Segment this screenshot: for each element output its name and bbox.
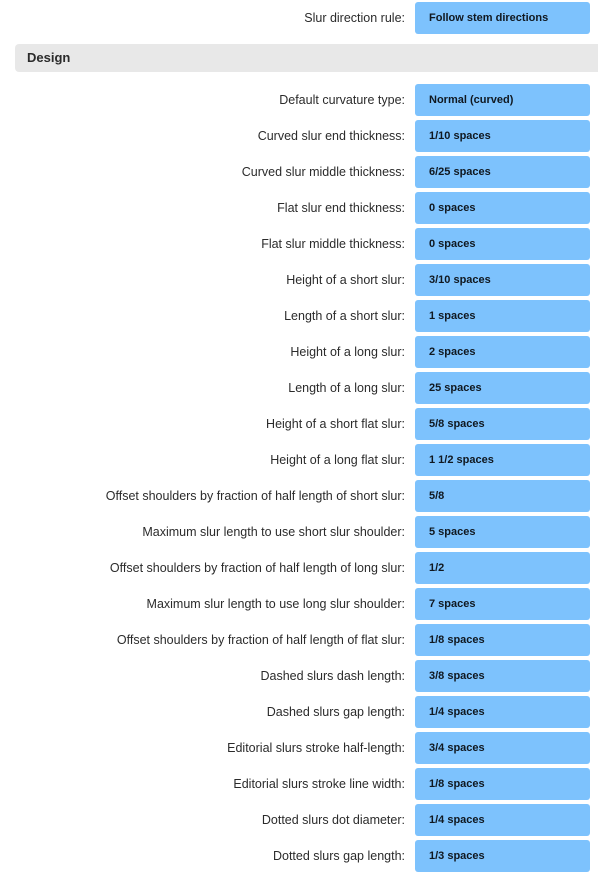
setting-label: Default curvature type: [279,93,405,107]
setting-row: Dotted slurs dot diameter: 1/4 spaces [0,804,598,836]
setting-value-button[interactable]: 1 spaces [415,300,590,332]
setting-label: Height of a long flat slur: [270,453,405,467]
setting-label: Editorial slurs stroke line width: [233,777,405,791]
setting-value-button[interactable]: 25 spaces [415,372,590,404]
setting-row: Dotted slurs gap length: 1/3 spaces [0,840,598,872]
setting-value-button[interactable]: 3/8 spaces [415,660,590,692]
setting-row: Maximum slur length to use long slur sho… [0,588,598,620]
setting-label: Dotted slurs gap length: [272,849,405,863]
section-header-design[interactable]: Design [15,44,598,72]
setting-row: Curved slur middle thickness: 6/25 space… [0,156,598,188]
setting-row: Curved slur end thickness: 1/10 spaces [0,120,598,152]
setting-row: Flat slur end thickness: 0 spaces [0,192,598,224]
setting-value-button[interactable]: 0 spaces [415,228,590,260]
setting-value-button[interactable]: 5 spaces [415,516,590,548]
setting-value-button[interactable]: 1/10 spaces [415,120,590,152]
setting-label: Offset shoulders by fraction of half len… [109,561,405,575]
setting-row: Offset shoulders by fraction of half len… [0,480,598,512]
setting-row: Offset shoulders by fraction of half len… [0,552,598,584]
setting-row: Height of a short flat slur: 5/8 spaces [0,408,598,440]
setting-value-button[interactable]: 1/3 spaces [415,840,590,872]
setting-value-button[interactable]: 0 spaces [415,192,590,224]
setting-value-button[interactable]: 7 spaces [415,588,590,620]
setting-value-button[interactable]: 1/8 spaces [415,624,590,656]
setting-label: Offset shoulders by fraction of half len… [105,489,405,503]
setting-row: Length of a short slur: 1 spaces [0,300,598,332]
setting-value-button[interactable]: 2 spaces [415,336,590,368]
setting-label: Height of a short slur: [286,273,405,287]
setting-label: Flat slur middle thickness: [261,237,405,251]
setting-label: Offset shoulders by fraction of half len… [116,633,405,647]
setting-value-button[interactable]: 1/8 spaces [415,768,590,800]
setting-value-button[interactable]: 1/2 [415,552,590,584]
setting-value-button[interactable]: 3/10 spaces [415,264,590,296]
setting-label: Maximum slur length to use short slur sh… [142,525,405,539]
setting-label: Curved slur middle thickness: [241,165,405,179]
setting-row-slur-direction-rule: Slur direction rule: Follow stem directi… [0,2,598,34]
setting-label: Dashed slurs gap length: [266,705,405,719]
setting-label: Editorial slurs stroke half-length: [227,741,405,755]
setting-row: Editorial slurs stroke half-length: 3/4 … [0,732,598,764]
setting-value-button[interactable]: Normal (curved) [415,84,590,116]
setting-row: Height of a long flat slur: 1 1/2 spaces [0,444,598,476]
setting-label: Curved slur end thickness: [257,129,405,143]
setting-row: Offset shoulders by fraction of half len… [0,624,598,656]
setting-label: Length of a short slur: [284,309,405,323]
setting-row: Dashed slurs dash length: 3/8 spaces [0,660,598,692]
setting-value-button[interactable]: 1/4 spaces [415,804,590,836]
setting-value-button[interactable]: 5/8 spaces [415,408,590,440]
setting-label: Height of a long slur: [290,345,405,359]
setting-label: Dashed slurs dash length: [260,669,405,683]
setting-row: Dashed slurs gap length: 1/4 spaces [0,696,598,728]
slur-direction-rule-button[interactable]: Follow stem directions [415,2,590,34]
setting-row: Default curvature type: Normal (curved) [0,84,598,116]
setting-row: Height of a short slur: 3/10 spaces [0,264,598,296]
setting-label: Flat slur end thickness: [277,201,405,215]
setting-value-button[interactable]: 1 1/2 spaces [415,444,590,476]
setting-value-button[interactable]: 6/25 spaces [415,156,590,188]
setting-value-button[interactable]: 3/4 spaces [415,732,590,764]
section-title: Design [27,50,71,65]
setting-value-button[interactable]: 5/8 [415,480,590,512]
setting-label: Length of a long slur: [288,381,405,395]
setting-row: Length of a long slur: 25 spaces [0,372,598,404]
setting-label: Dotted slurs dot diameter: [261,813,405,827]
setting-row: Height of a long slur: 2 spaces [0,336,598,368]
setting-value-button[interactable]: 1/4 spaces [415,696,590,728]
setting-label: Slur direction rule: [304,11,405,25]
setting-row: Flat slur middle thickness: 0 spaces [0,228,598,260]
setting-row: Maximum slur length to use short slur sh… [0,516,598,548]
setting-row: Editorial slurs stroke line width: 1/8 s… [0,768,598,800]
setting-label: Height of a short flat slur: [266,417,405,431]
setting-label: Maximum slur length to use long slur sho… [146,597,405,611]
